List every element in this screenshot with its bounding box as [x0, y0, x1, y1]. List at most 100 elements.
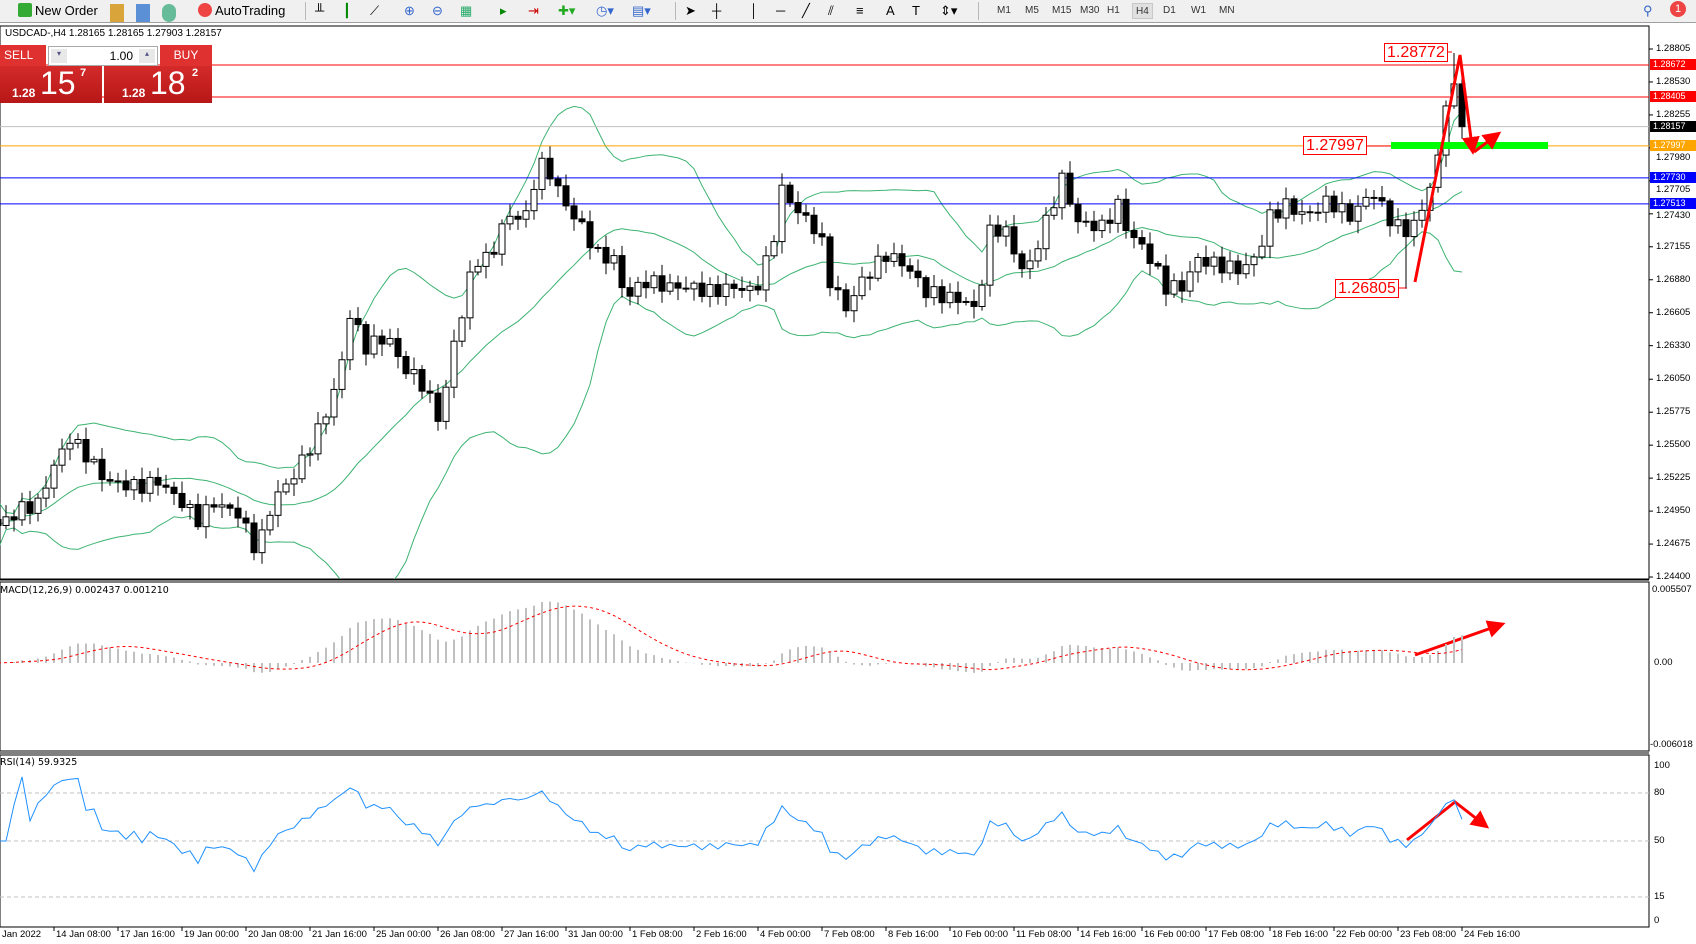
- time-label: 22 Feb 00:00: [1336, 929, 1392, 940]
- sell-price[interactable]: 1.28 15 7: [0, 65, 102, 103]
- candle-bear: [178, 492, 186, 509]
- price-line-tag: 1.28672: [1650, 59, 1696, 70]
- candle-bull: [258, 529, 266, 554]
- candle-bull: [458, 317, 466, 342]
- candle-bear: [1330, 195, 1338, 213]
- periods-icon[interactable]: ◷▾: [596, 3, 614, 18]
- bar-chart-icon[interactable]: ╨: [315, 3, 325, 18]
- chart-canvas[interactable]: [0, 24, 1696, 944]
- text-icon[interactable]: A: [886, 3, 895, 18]
- candle-bear: [938, 286, 946, 304]
- candle-bear: [1162, 265, 1170, 295]
- line-chart-icon[interactable]: ⟋: [370, 3, 380, 18]
- lot-size-input[interactable]: ▾ 1.00 ▴: [48, 46, 158, 66]
- fibonacci-icon[interactable]: ≡: [856, 3, 864, 18]
- auto-scroll-icon[interactable]: ▸: [500, 3, 507, 18]
- candle-bull: [946, 291, 954, 304]
- level-annotation[interactable]: 1.27997: [1303, 136, 1367, 155]
- candlestick-chart-icon[interactable]: ┃: [343, 3, 351, 18]
- high-annotation[interactable]: 1.28772: [1384, 43, 1448, 62]
- candle-bear: [1378, 197, 1386, 202]
- candle-bear: [418, 369, 426, 392]
- timeframe-m1[interactable]: M1: [997, 5, 1011, 16]
- candle-bull: [1362, 196, 1370, 207]
- price-line-tag: 1.27997: [1650, 140, 1696, 151]
- candle-bull: [66, 442, 74, 450]
- sell-button[interactable]: SELL: [0, 45, 46, 66]
- candle-bull: [218, 504, 226, 508]
- candle-bull: [1170, 280, 1178, 295]
- crosshair-icon[interactable]: ┼: [712, 3, 722, 18]
- arrows-icon[interactable]: ⇕▾: [940, 3, 958, 18]
- equidistant-channel-icon[interactable]: ⫽: [828, 3, 834, 18]
- timeframe-d1[interactable]: D1: [1163, 5, 1176, 16]
- indicators-icon[interactable]: ✚▾: [558, 3, 576, 18]
- candle-bear: [1370, 196, 1378, 199]
- price-arrow: [1413, 54, 1480, 283]
- candle-bear: [1122, 198, 1130, 232]
- candle-bull: [50, 464, 58, 489]
- autotrading-button[interactable]: AutoTrading: [198, 2, 285, 20]
- search-icon[interactable]: ⚲: [1643, 3, 1653, 18]
- price-line-tag: 1.28405: [1650, 91, 1696, 102]
- candle-bull: [282, 483, 290, 493]
- candle-bull: [386, 337, 394, 345]
- candle-bull: [1026, 260, 1034, 270]
- price-tick-label: 1.26605: [1656, 307, 1691, 318]
- macd-tick-label: -0.006018: [1650, 739, 1693, 750]
- trendline-icon[interactable]: ╱: [802, 3, 810, 18]
- candle-bull: [498, 223, 506, 255]
- new-order-button[interactable]: New Order: [18, 2, 98, 20]
- signals-icon[interactable]: [162, 4, 176, 22]
- buy-price[interactable]: 1.28 18 2: [104, 65, 212, 103]
- price-tick-label: 1.28805: [1656, 43, 1691, 54]
- candle-bear: [378, 335, 386, 345]
- zoom-out-icon[interactable]: ⊖: [432, 3, 443, 18]
- candle-bear: [354, 317, 362, 326]
- candle-bear: [1154, 262, 1162, 267]
- timeframe-h1[interactable]: H1: [1107, 5, 1120, 16]
- timeframe-m5[interactable]: M5: [1025, 5, 1039, 16]
- candle-bear: [394, 337, 402, 357]
- timeframe-m15[interactable]: M15: [1052, 5, 1072, 16]
- history-center-icon[interactable]: [110, 4, 124, 22]
- lot-decrease-button[interactable]: ▾: [51, 49, 67, 63]
- tile-windows-icon[interactable]: ▦: [460, 3, 473, 18]
- candle-bull: [1394, 219, 1402, 227]
- market-watch-icon[interactable]: [136, 4, 150, 22]
- candle-bull: [1186, 271, 1194, 292]
- lot-increase-button[interactable]: ▴: [139, 49, 155, 63]
- time-label: 2 Feb 16:00: [696, 929, 747, 940]
- candle-bear: [1290, 198, 1298, 215]
- templates-icon[interactable]: ▤▾: [632, 3, 651, 18]
- buy-button[interactable]: BUY: [160, 45, 212, 66]
- time-label: 11 Feb 08:00: [1016, 929, 1072, 940]
- cursor-icon[interactable]: ➤: [685, 3, 696, 18]
- candle-bear: [170, 486, 178, 494]
- candle-bear: [426, 390, 434, 394]
- low-annotation[interactable]: 1.26805: [1335, 279, 1399, 298]
- timeframe-m30[interactable]: M30: [1080, 5, 1100, 16]
- timeframe-w1[interactable]: W1: [1191, 5, 1206, 16]
- timeframe-h4[interactable]: H4: [1132, 3, 1153, 19]
- candle-bull: [722, 283, 730, 298]
- timeframe-mn[interactable]: MN: [1219, 5, 1235, 16]
- rsi-tick-label: 15: [1654, 891, 1665, 902]
- text-label-icon[interactable]: T: [912, 3, 920, 18]
- time-label: 31 Jan 00:00: [568, 929, 623, 940]
- candle-bull: [34, 497, 42, 514]
- main-plot: [0, 52, 1649, 579]
- vertical-line-icon[interactable]: │: [750, 3, 759, 18]
- zoom-in-icon[interactable]: ⊕: [404, 3, 415, 18]
- candle-bear: [1018, 253, 1026, 270]
- candle-bull: [1098, 219, 1106, 232]
- candle-bull: [610, 255, 618, 264]
- horizontal-line-icon[interactable]: ─: [776, 3, 786, 18]
- candle-bull: [18, 501, 26, 521]
- candle-bull: [1282, 198, 1290, 219]
- candle-bull: [90, 458, 98, 463]
- notification-badge[interactable]: 1: [1670, 1, 1686, 17]
- new-order-icon: [18, 3, 32, 17]
- bollinger-upper: [0, 105, 1463, 515]
- chart-shift-icon[interactable]: ⇥: [528, 3, 539, 18]
